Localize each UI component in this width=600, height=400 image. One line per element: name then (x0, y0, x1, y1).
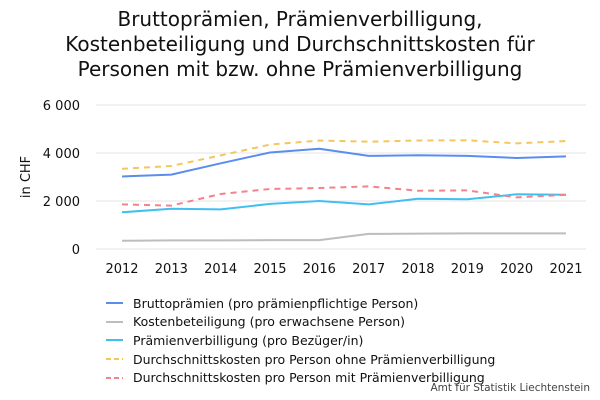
x-tick-label: 2021 (549, 262, 582, 277)
x-tick-label: 2014 (204, 262, 237, 277)
legend-swatch (106, 320, 123, 323)
chart-title-line-3: Personen mit bzw. ohne Prämienverbilligu… (77, 57, 523, 81)
y-tick-label: 2 000 (43, 195, 80, 210)
y-tick-label: 4 000 (43, 147, 80, 162)
y-tick-label: 0 (72, 243, 80, 258)
grid-lines (96, 104, 586, 250)
x-axis-tick-labels: 2012 2013 2014 2015 2016 2017 2018 2019 2020 2021 (105, 262, 582, 277)
series-line-3 (121, 193, 567, 214)
legend-label: Kostenbeteiligung (pro erwachsene Person… (133, 314, 406, 330)
legend-swatch (106, 358, 123, 361)
x-tick-label: 2016 (303, 262, 336, 277)
legend-swatch (106, 376, 123, 379)
legend-item: Kostenbeteiligung (pro erwachsene Person… (106, 313, 495, 332)
series-lines (121, 139, 567, 242)
legend-item: Durchschnittskosten pro Person mit Prämi… (106, 368, 495, 387)
y-axis-tick-labels: 0 2 000 4 000 6 000 (43, 99, 80, 258)
x-tick-label: 2012 (105, 262, 138, 277)
x-tick-label: 2017 (352, 262, 385, 277)
legend-item: Durchschnittskosten pro Person ohne Präm… (106, 350, 495, 369)
legend-label: Durchschnittskosten pro Person ohne Präm… (133, 351, 496, 367)
source-note: Amt für Statistik Liechtenstein (430, 382, 590, 394)
series-line-4 (121, 139, 567, 170)
legend-swatch (106, 302, 123, 305)
chart-title-line-2: Kostenbeteiligung und Durchschnittskoste… (65, 32, 535, 56)
x-tick-label: 2015 (253, 262, 286, 277)
x-tick-label: 2018 (401, 262, 434, 277)
y-tick-label: 6 000 (43, 99, 80, 114)
y-axis-label: in CHF (19, 156, 34, 198)
legend-item: Bruttoprämien (pro prämienpflichtige Per… (106, 294, 495, 313)
x-tick-label: 2020 (500, 262, 533, 277)
chart-title-line-1: Bruttoprämien, Prämienverbilligung, (117, 7, 483, 31)
x-tick-label: 2013 (155, 262, 188, 277)
chart-legend: Bruttoprämien (pro prämienpflichtige Per… (106, 294, 495, 387)
chart-title: Bruttoprämien, Prämienverbilligung, Kost… (0, 7, 600, 82)
series-line-2 (121, 232, 566, 242)
legend-label: Durchschnittskosten pro Person mit Prämi… (133, 370, 485, 386)
legend-label: Prämienverbilligung (pro Bezüger/in) (133, 332, 364, 348)
legend-label: Bruttoprämien (pro prämienpflichtige Per… (133, 295, 419, 311)
series-line-1 (121, 147, 567, 178)
x-tick-label: 2019 (451, 262, 484, 277)
series-line-5 (121, 185, 567, 207)
legend-swatch (106, 339, 123, 342)
legend-item: Prämienverbilligung (pro Bezüger/in) (106, 331, 495, 350)
